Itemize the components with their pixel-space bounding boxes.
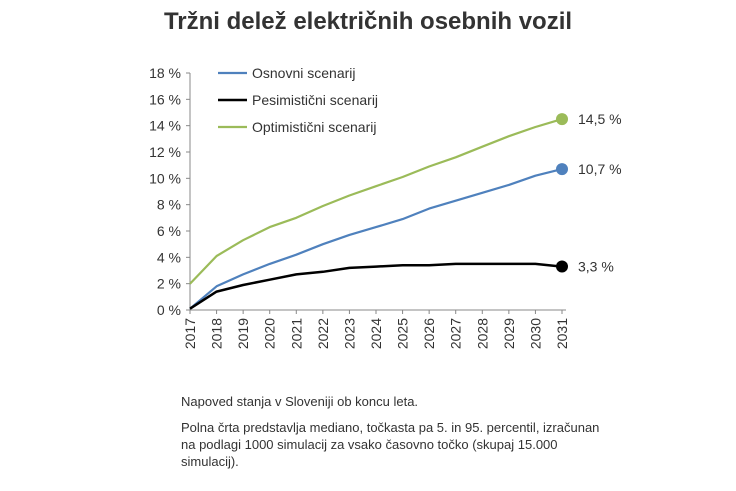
y-tick-label: 6 %	[157, 223, 181, 239]
y-tick-label: 14 %	[149, 118, 181, 134]
x-tick-label: 2030	[527, 318, 543, 349]
series-line	[189, 118, 563, 285]
x-tick-label: 2029	[501, 318, 517, 349]
x-tick-label: 2020	[262, 318, 278, 349]
y-tick-label: 10 %	[149, 170, 181, 186]
y-tick-label: 2 %	[157, 276, 181, 292]
x-tick-label: 2017	[182, 318, 198, 349]
footnote-method: Polna črta predstavlja mediano, točkasta…	[181, 420, 600, 469]
y-tick-label: 12 %	[149, 144, 181, 160]
chart-title: Tržni delež električnih osebnih vozil	[163, 8, 573, 35]
series-end-point	[556, 113, 568, 126]
y-tick-label: 4 %	[157, 249, 181, 265]
series-end-point	[556, 163, 568, 176]
legend-label: Osnovni scenarij	[252, 65, 356, 81]
x-tick-label: 2019	[235, 318, 251, 349]
legend-label: Optimistični scenarij	[252, 119, 376, 135]
y-tick-label: 16 %	[149, 91, 181, 107]
x-tick-label: 2021	[288, 318, 304, 349]
x-tick-label: 2023	[341, 318, 357, 349]
series-end-point	[556, 260, 568, 273]
series-line	[189, 262, 563, 310]
footnote-forecast: Napoved stanja v Sloveniji ob koncu leta…	[181, 394, 419, 409]
x-tick-label: 2018	[209, 318, 225, 349]
x-tick-label: 2031	[554, 318, 570, 349]
legend-label: Pesimistični scenarij	[252, 92, 378, 108]
end-value-label: 14,5 %	[578, 111, 622, 127]
y-tick-label: 18 %	[149, 65, 181, 81]
x-tick-label: 2022	[315, 318, 331, 349]
series-line	[189, 168, 563, 310]
x-tick-label: 2025	[395, 318, 411, 349]
x-tick-label: 2024	[368, 318, 384, 349]
end-value-label: 3,3 %	[578, 259, 614, 275]
end-value-label: 10,7 %	[578, 161, 622, 177]
y-tick-label: 0 %	[157, 302, 181, 318]
x-tick-label: 2028	[474, 318, 490, 349]
y-tick-label: 8 %	[157, 197, 181, 213]
x-tick-label: 2027	[448, 318, 464, 349]
x-tick-label: 2026	[421, 318, 437, 349]
